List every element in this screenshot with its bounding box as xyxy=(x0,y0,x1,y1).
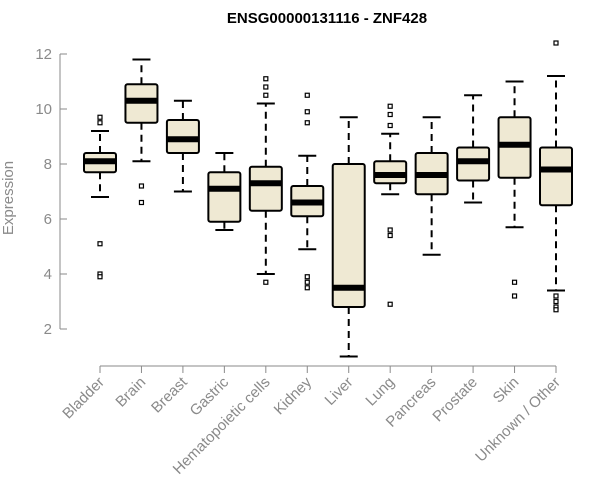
outlier-point xyxy=(263,76,269,82)
box-liver xyxy=(331,116,366,358)
box-gastric xyxy=(207,152,242,231)
outlier-point xyxy=(97,274,103,280)
x-tick-label: Breast xyxy=(148,373,191,416)
outlier-point xyxy=(304,285,310,291)
iqr-box xyxy=(331,163,366,308)
outlier-point xyxy=(511,279,518,285)
outlier-point xyxy=(553,293,559,299)
outlier-point xyxy=(97,114,103,120)
x-tick-label: Prostate xyxy=(429,374,481,426)
y-tick-label: 10 xyxy=(35,101,52,118)
box-brain xyxy=(124,58,159,206)
x-tick-label: Liver xyxy=(322,374,357,409)
box-hematopoietic-cells xyxy=(248,76,283,285)
outlier-point xyxy=(263,84,269,90)
box-breast xyxy=(165,99,200,193)
outlier-point xyxy=(304,109,310,115)
outlier-point xyxy=(387,232,393,239)
outlier-point xyxy=(138,199,145,206)
iqr-box xyxy=(207,171,242,223)
outlier-point xyxy=(387,301,393,307)
outlier-point xyxy=(304,120,310,126)
outlier-point xyxy=(511,293,518,299)
outlier-point xyxy=(387,111,393,118)
y-tick-label: 12 xyxy=(35,46,52,63)
outlier-point xyxy=(553,298,559,305)
outlier-point xyxy=(138,183,145,189)
outlier-point xyxy=(97,241,103,247)
outlier-point xyxy=(263,92,269,98)
iqr-box xyxy=(539,146,573,207)
x-tick-label: Bladder xyxy=(59,374,108,423)
box-lung xyxy=(373,103,408,307)
iqr-box xyxy=(248,165,283,212)
outlier-point xyxy=(304,279,310,285)
boxes-group xyxy=(83,40,573,358)
outlier-point xyxy=(553,40,559,46)
x-tick-label: Skin xyxy=(490,374,523,407)
outlier-point xyxy=(387,103,393,109)
box-prostate xyxy=(456,94,491,204)
outlier-point xyxy=(304,92,310,98)
box-kidney xyxy=(290,92,325,291)
x-tick-label: Brain xyxy=(112,374,149,411)
outlier-point xyxy=(387,227,393,233)
y-tick-label: 2 xyxy=(44,321,52,338)
chart-title: ENSG00000131116 - ZNF428 xyxy=(227,10,427,27)
y-axis-label: Expression xyxy=(0,161,17,235)
outlier-point xyxy=(97,120,103,126)
y-tick-label: 4 xyxy=(44,266,52,283)
y-axis: 2 4 6 8 10 12 xyxy=(35,46,67,338)
box-bladder xyxy=(83,114,117,280)
y-tick-label: 6 xyxy=(44,211,52,228)
box-pancreas xyxy=(414,116,449,256)
x-tick-label: Lung xyxy=(362,374,398,410)
outlier-point xyxy=(263,279,269,285)
box-skin xyxy=(497,80,532,299)
box-unknown-other xyxy=(539,40,573,313)
outlier-point xyxy=(387,122,393,129)
outlier-point xyxy=(553,307,559,313)
y-tick-label: 8 xyxy=(44,156,52,173)
outlier-point xyxy=(304,274,310,280)
x-tick-label: Kidney xyxy=(271,373,316,418)
